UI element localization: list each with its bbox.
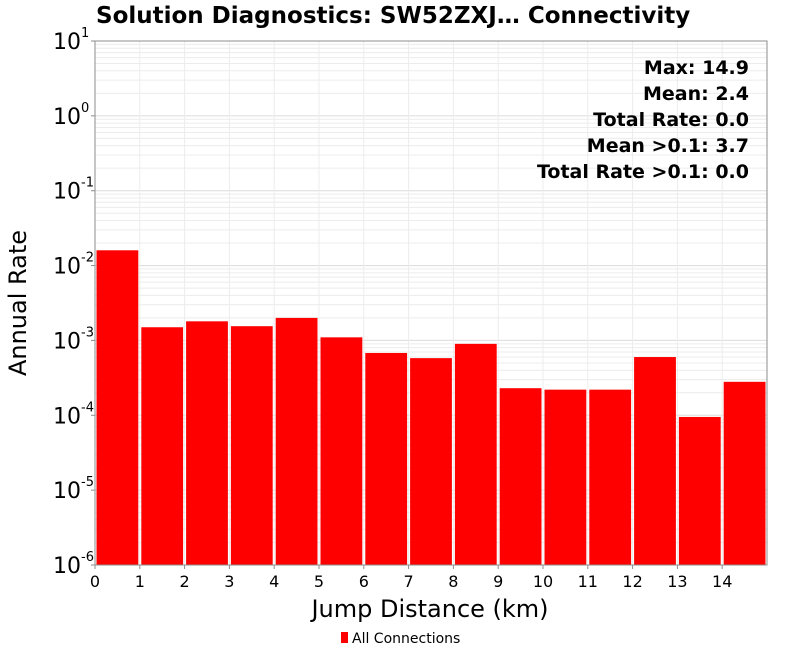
legend-swatch: [341, 632, 348, 643]
y-axis-label: Annual Rate: [4, 230, 32, 376]
x-tick-label: 5: [314, 572, 324, 591]
bar: [141, 327, 184, 565]
y-tick-label: 10-6: [53, 550, 94, 579]
y-tick-label: 101: [53, 26, 89, 55]
bar: [454, 343, 497, 565]
bar: [634, 357, 676, 565]
stat-annotation: Total Rate >0.1: 0.0: [537, 161, 749, 183]
bar: [544, 389, 587, 565]
y-axis-ticks: 101 100 10-1 10-2 10-3 10-4 10-5 10-6: [53, 26, 95, 579]
y-tick-label: 10-5: [53, 475, 94, 504]
plot-area-frame: [94, 40, 768, 566]
stat-annotation: Max: 14.9: [644, 57, 749, 79]
x-tick-label: 1: [135, 572, 145, 591]
bar: [589, 389, 632, 565]
x-tick-label: 13: [667, 572, 687, 591]
x-tick-label: 2: [180, 572, 190, 591]
stat-annotation: Mean: 2.4: [643, 83, 749, 105]
bar: [275, 317, 318, 565]
bar: [320, 337, 363, 565]
y-tick-label: 10-2: [53, 251, 94, 280]
legend-label: All Connections: [352, 631, 460, 647]
y-tick-label: 10-4: [53, 400, 94, 429]
x-tick-label: 0: [90, 572, 100, 591]
stats-annotations: Max: 14.9 Mean: 2.4 Total Rate: 0.0 Mean >0…: [537, 57, 749, 183]
x-axis-ticks: 0 1 2 3 4 5 6 7 8 9 10 11 12 13 14: [90, 565, 732, 591]
bars: [96, 250, 766, 565]
bar: [186, 321, 228, 565]
y-tick-label: 10-1: [53, 176, 94, 205]
stat-annotation: Mean >0.1: 3.7: [587, 135, 749, 157]
x-tick-label: 11: [578, 572, 598, 591]
x-tick-label: 9: [493, 572, 503, 591]
bar: [365, 352, 408, 565]
bar: [96, 250, 139, 565]
bar: [499, 388, 542, 565]
x-tick-label: 4: [269, 572, 279, 591]
y-tick-label: 100: [53, 101, 89, 130]
chart-title: Solution Diagnostics: SW52ZXJ… Connectiv…: [96, 3, 690, 29]
y-tick-label: 10-3: [53, 325, 94, 354]
x-tick-label: 7: [404, 572, 414, 591]
stat-annotation: Total Rate: 0.0: [593, 109, 749, 131]
bar: [410, 358, 452, 565]
bar: [723, 381, 766, 565]
x-tick-label: 3: [224, 572, 234, 591]
bar: [678, 416, 721, 565]
x-tick-label: 6: [359, 572, 369, 591]
x-tick-label: 14: [712, 572, 732, 591]
x-tick-label: 10: [533, 572, 553, 591]
x-tick-label: 12: [622, 572, 642, 591]
x-axis-label: Jump Distance (km): [309, 595, 548, 623]
x-tick-label: 8: [448, 572, 458, 591]
bar: [230, 326, 273, 565]
legend: All Connections: [341, 631, 460, 647]
